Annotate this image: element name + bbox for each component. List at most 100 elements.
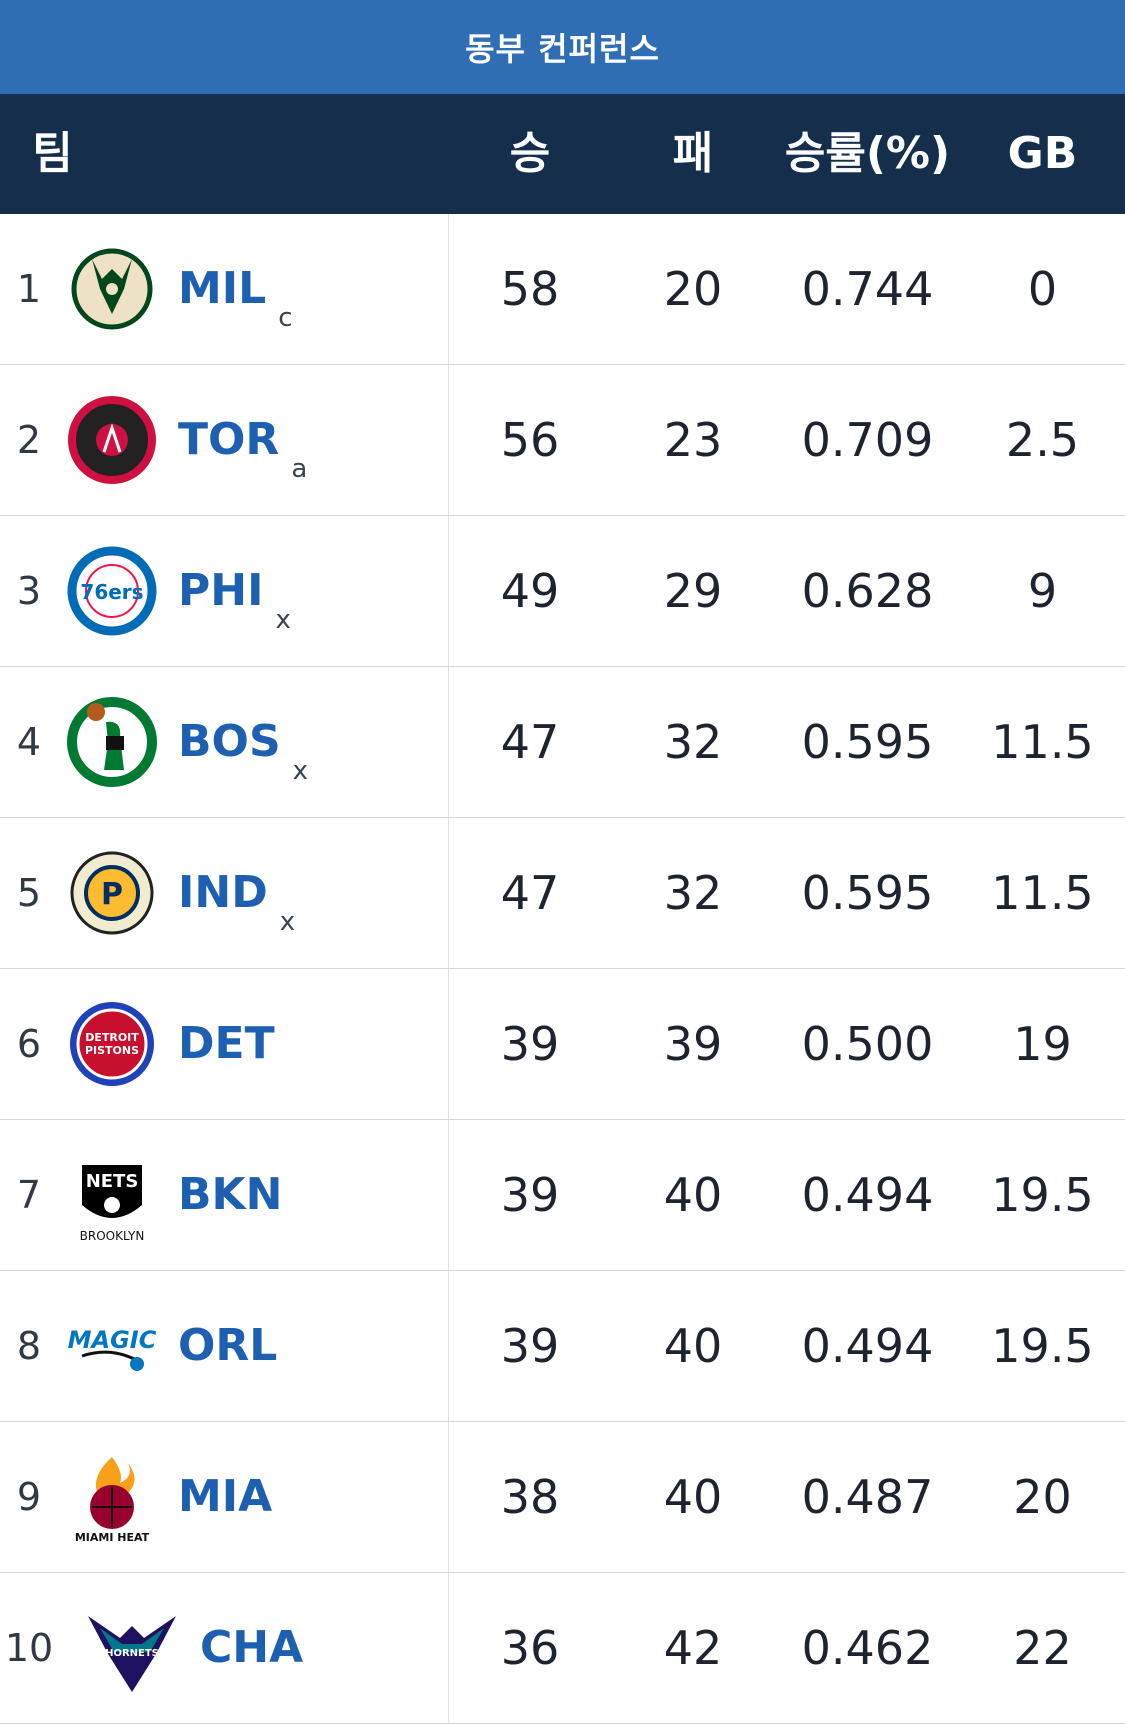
win-pct-value: 0.494	[801, 1319, 934, 1373]
losses-value: 42	[663, 1621, 723, 1675]
losses-value: 40	[663, 1168, 723, 1222]
win-pct-value: 0.487	[801, 1470, 934, 1524]
games-behind-value: 19.5	[991, 1319, 1094, 1373]
win-pct-value: 0.709	[801, 413, 934, 467]
standings-row[interactable]: 2 TOR a 56 23 0.709 2.5	[0, 365, 1125, 516]
standings-row[interactable]: 7 NETS BROOKLYN BKN 39 40 0.494 19.5	[0, 1120, 1125, 1271]
header-wins[interactable]: 승	[509, 128, 551, 179]
standings-row[interactable]: 3 76ers PHI x 49 29 0.628 9	[0, 516, 1125, 667]
raptors-logo[interactable]	[62, 390, 162, 490]
column-divider	[448, 1573, 449, 1723]
games-behind-value: 11.5	[991, 866, 1094, 920]
wins-value: 47	[500, 715, 560, 769]
losses-value: 39	[663, 1017, 723, 1071]
column-divider	[448, 667, 449, 817]
win-pct-value: 0.595	[801, 866, 934, 920]
team-abbreviation-text[interactable]: TOR a	[178, 414, 307, 484]
win-pct-value: 0.494	[801, 1168, 934, 1222]
svg-text:BROOKLYN: BROOKLYN	[80, 1229, 145, 1243]
games-behind-value: 19.5	[991, 1168, 1094, 1222]
team-abbreviation[interactable]: MIL c	[178, 214, 293, 364]
win-pct-value: 0.744	[801, 262, 934, 316]
team-abbreviation[interactable]: BOS x	[178, 667, 308, 817]
magic-logo[interactable]: MAGIC	[62, 1296, 162, 1396]
pacers-logo[interactable]: P	[62, 843, 162, 943]
team-rank: 7	[16, 1173, 42, 1217]
heat-logo[interactable]: MIAMI HEAT	[62, 1447, 162, 1547]
column-divider	[448, 1271, 449, 1421]
team-abbreviation-text[interactable]: BOS x	[178, 716, 308, 786]
team-abbreviation[interactable]: BKN	[178, 1120, 282, 1270]
wins-value: 39	[500, 1319, 560, 1373]
header-pct[interactable]: 승률(%)	[784, 128, 951, 179]
standings-header: 팀 승 패 승률(%) GB	[0, 94, 1125, 214]
team-abbreviation[interactable]: ORL	[178, 1271, 277, 1421]
header-team[interactable]: 팀	[32, 128, 73, 179]
team-abbreviation[interactable]: CHA	[200, 1573, 303, 1723]
games-behind-value: 22	[1013, 1621, 1072, 1675]
standings-row[interactable]: 5 P IND x 47 32 0.595 11.5	[0, 818, 1125, 969]
losses-value: 20	[663, 262, 723, 316]
nets-logo[interactable]: NETS BROOKLYN	[62, 1145, 162, 1245]
team-abbreviation-text[interactable]: IND x	[178, 867, 295, 937]
team-abbreviation[interactable]: DET	[178, 969, 275, 1119]
wins-value: 36	[500, 1621, 560, 1675]
win-pct-value: 0.628	[801, 564, 934, 618]
losses-value: 40	[663, 1470, 723, 1524]
team-abbreviation-text[interactable]: MIL c	[178, 263, 293, 333]
games-behind-value: 19	[1013, 1017, 1072, 1071]
team-abbreviation-text[interactable]: CHA	[200, 1622, 304, 1673]
column-divider	[448, 1422, 449, 1572]
svg-text:76ers: 76ers	[80, 580, 143, 604]
column-divider	[448, 818, 449, 968]
team-rank: 6	[16, 1022, 42, 1066]
losses-value: 32	[663, 866, 723, 920]
standings-row[interactable]: 4 BOS x 47 32 0.595 11.5	[0, 667, 1125, 818]
team-rank: 5	[16, 871, 42, 915]
wins-value: 38	[500, 1470, 560, 1524]
team-abbreviation-text[interactable]: DET	[178, 1018, 275, 1069]
celtics-logo[interactable]	[62, 692, 162, 792]
team-rank: 3	[16, 569, 42, 613]
team-abbreviation-text[interactable]: BKN	[178, 1169, 283, 1220]
standings-row[interactable]: 8 MAGIC ORL 39 40 0.494 19.5	[0, 1271, 1125, 1422]
team-abbreviation[interactable]: MIA	[178, 1422, 272, 1572]
team-abbreviation-text[interactable]: ORL	[178, 1320, 278, 1371]
standings-row[interactable]: 1 MIL c 58 20 0.744 0	[0, 214, 1125, 365]
wins-value: 56	[500, 413, 560, 467]
conference-title-bar: 동부 컨퍼런스	[0, 0, 1125, 94]
standings-row[interactable]: 6 DETROIT PISTONS DET 39 39 0.500 19	[0, 969, 1125, 1120]
team-abbreviation-text[interactable]: MIA	[178, 1471, 273, 1522]
team-abbreviation-text[interactable]: PHI x	[178, 565, 291, 635]
clinch-indicator: x	[279, 907, 296, 937]
team-rank: 2	[16, 418, 42, 462]
clinch-indicator: x	[292, 756, 309, 786]
svg-text:MAGIC: MAGIC	[68, 1326, 157, 1354]
standings-row[interactable]: 9 MIAMI HEAT MIA 38 40 0.487 20	[0, 1422, 1125, 1573]
wins-value: 49	[500, 564, 560, 618]
losses-value: 29	[663, 564, 723, 618]
team-abbreviation[interactable]: TOR a	[178, 365, 307, 515]
column-divider	[448, 1120, 449, 1270]
clinch-indicator: c	[278, 303, 293, 333]
team-rank: 10	[4, 1626, 54, 1670]
hornets-logo[interactable]: HORNETS	[82, 1598, 182, 1698]
bucks-logo[interactable]	[62, 239, 162, 339]
76ers-logo[interactable]: 76ers	[62, 541, 162, 641]
svg-text:NETS: NETS	[86, 1171, 139, 1192]
clinch-indicator: x	[275, 605, 291, 635]
games-behind-value: 2.5	[1005, 413, 1080, 467]
standings-table: 1 MIL c 58 20 0.744 0 2 TOR a 56 23 0.709 2.5 3 76ers PH…	[0, 214, 1125, 1724]
team-abbreviation[interactable]: IND x	[178, 818, 295, 968]
wins-value: 58	[500, 262, 560, 316]
standings-row[interactable]: 10 HORNETS CHA 36 42 0.462 22	[0, 1573, 1125, 1724]
header-losses[interactable]: 패	[672, 128, 714, 179]
svg-text:DETROIT: DETROIT	[85, 1031, 139, 1044]
wins-value: 39	[500, 1168, 560, 1222]
win-pct-value: 0.462	[801, 1621, 934, 1675]
header-gb[interactable]: GB	[1007, 128, 1078, 179]
svg-text:MIAMI HEAT: MIAMI HEAT	[75, 1531, 150, 1544]
clinch-indicator: a	[291, 454, 308, 484]
team-abbreviation[interactable]: PHI x	[178, 516, 291, 666]
